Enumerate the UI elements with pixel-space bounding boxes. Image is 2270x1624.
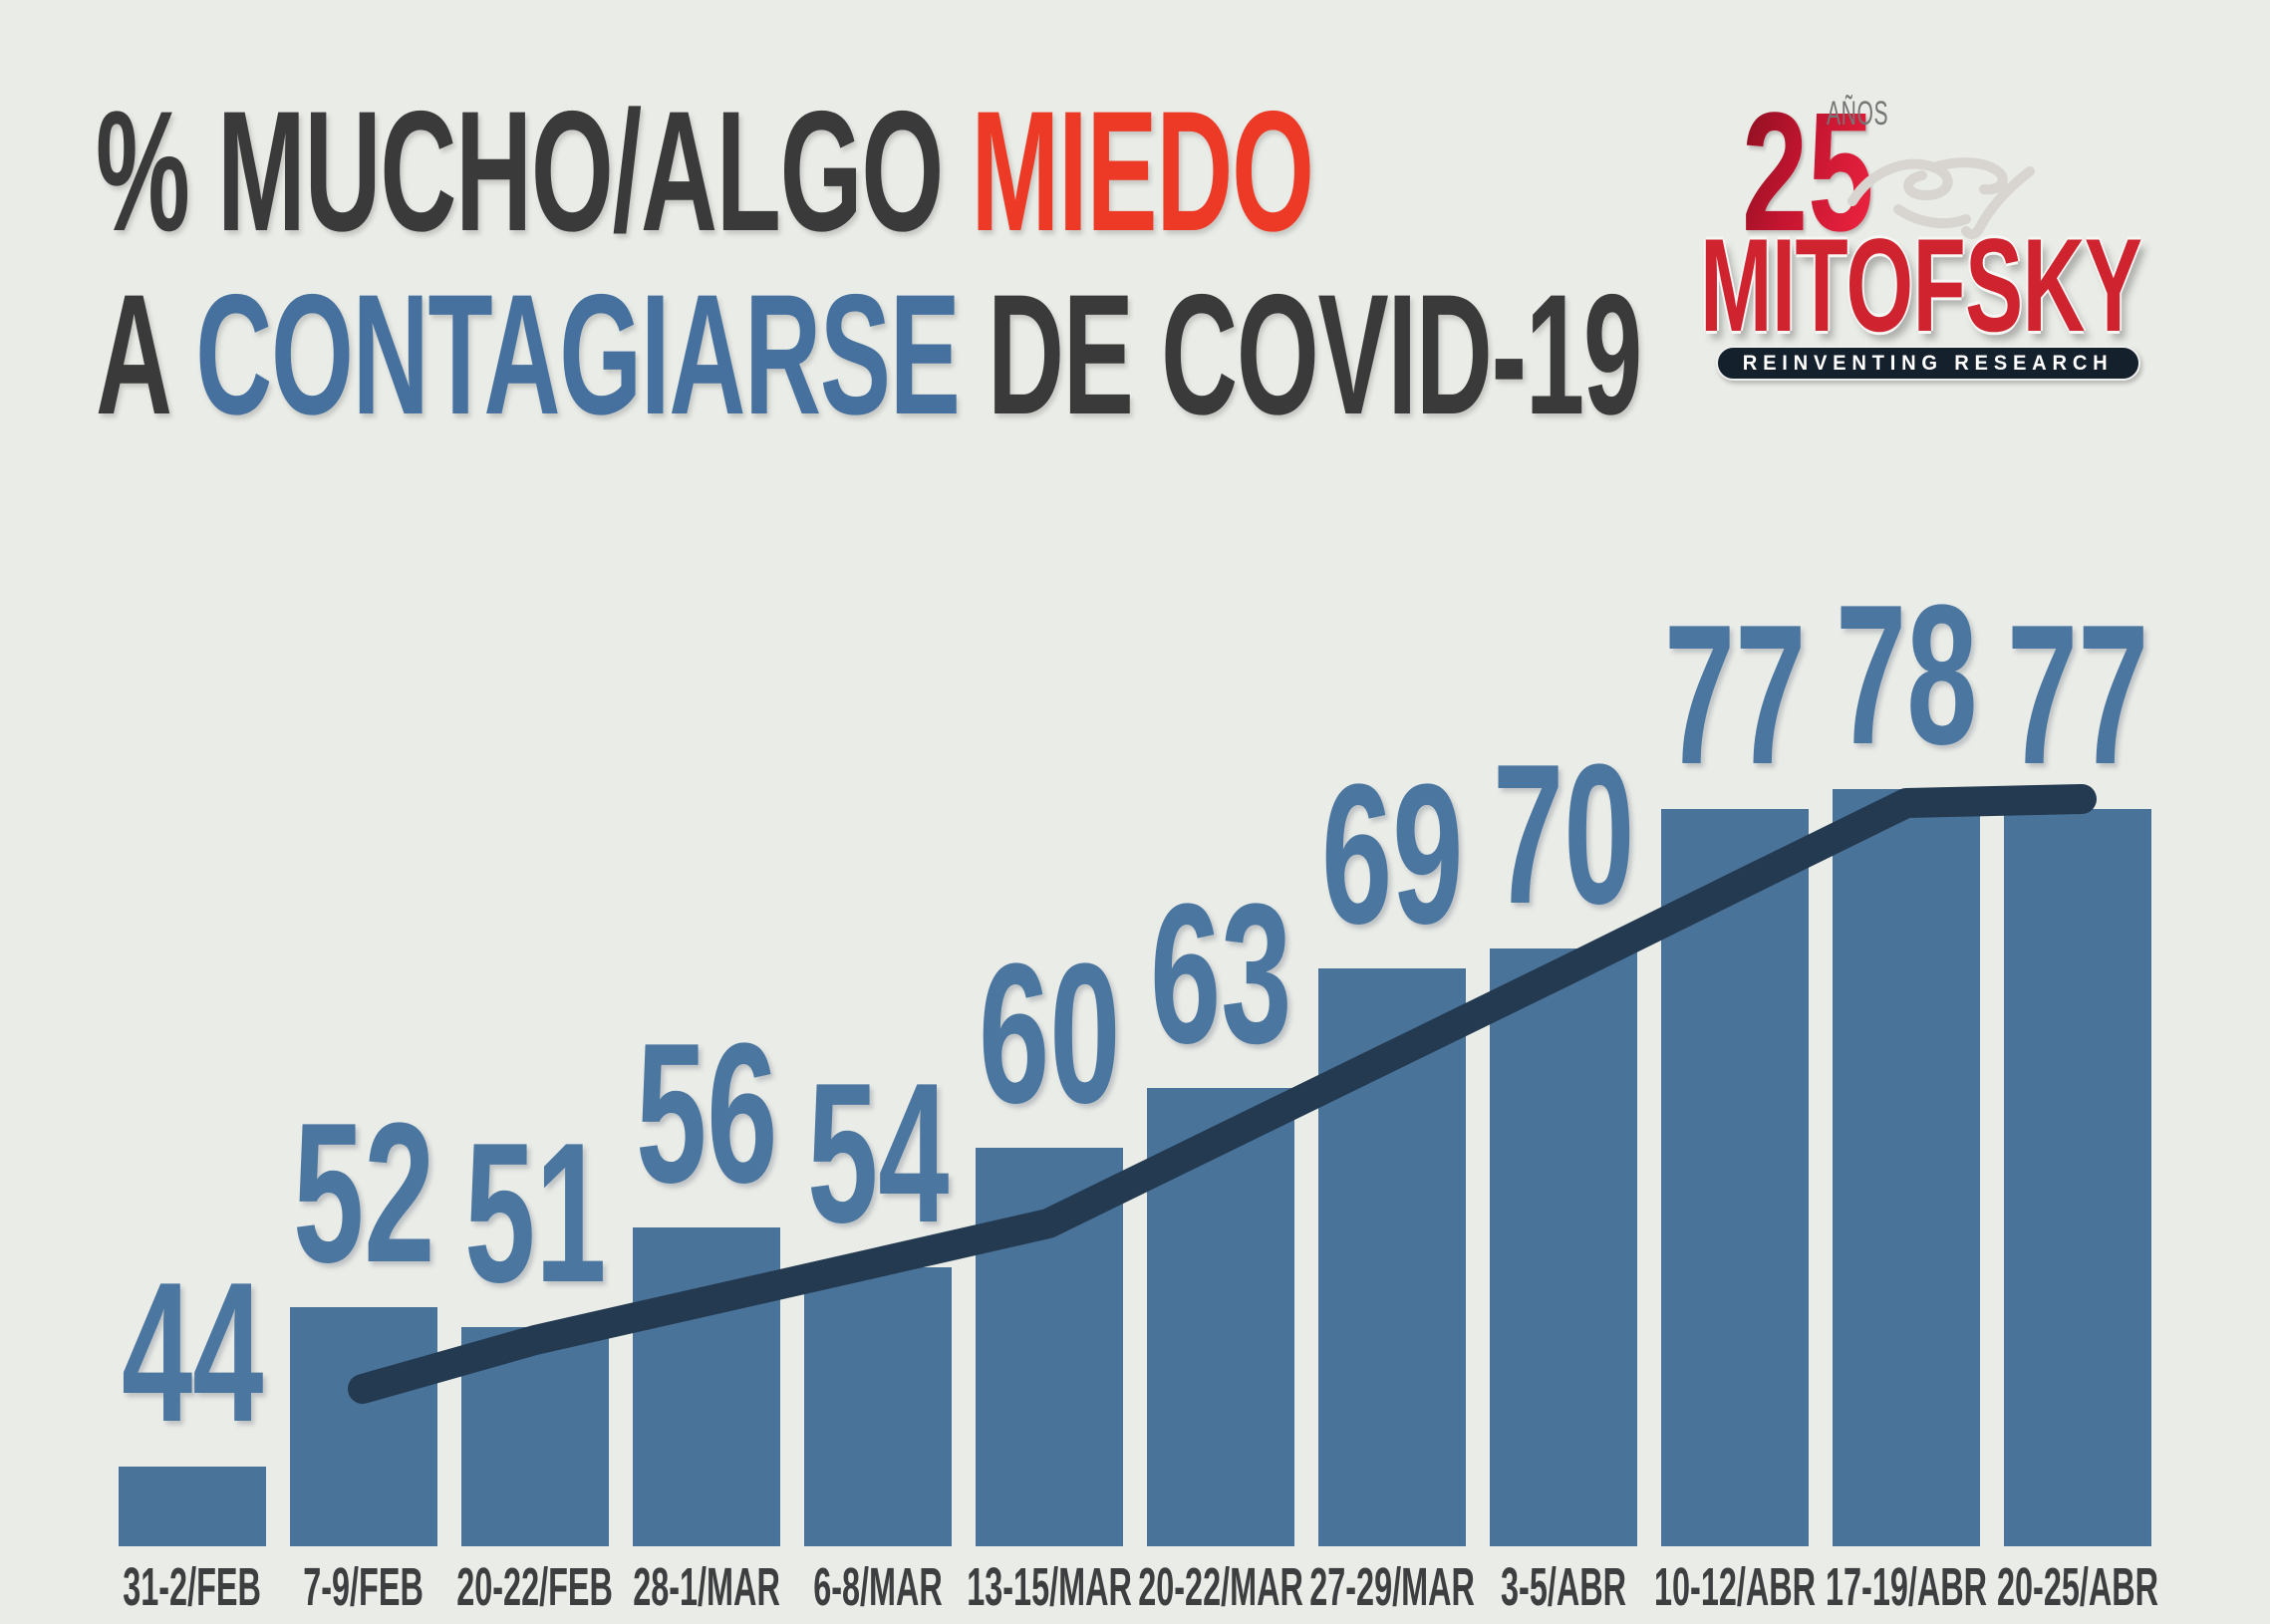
x-axis-label-text: 31-2/FEB	[123, 1557, 262, 1617]
bar	[633, 1227, 780, 1546]
chart-title-line-2-text: A CONTAGIARSE DE COVID-19	[96, 269, 1642, 440]
bar-value-label: 77	[1779, 596, 2270, 795]
x-axis-label: 3-5/ABR	[1265, 1560, 1862, 1614]
x-axis-label-text: 10-12/ABR	[1653, 1557, 1817, 1617]
x-axis-label: 17-19/ABR	[1607, 1560, 2205, 1614]
bar-value-label: 44	[0, 1253, 491, 1453]
bar	[1147, 1088, 1294, 1546]
title-segment: A	[96, 259, 196, 450]
title-segment: CONTAGIARSE	[195, 259, 961, 450]
x-axis-label: 6-8/MAR	[579, 1560, 1177, 1614]
title-segment: DE COVID-19	[959, 259, 1642, 450]
bar	[804, 1267, 952, 1546]
title-segment: MIEDO	[971, 76, 1314, 267]
logo-tagline-pill: REINVENTING RESEARCH	[1716, 346, 2140, 381]
bar-value-text: 77	[1663, 584, 1807, 806]
bar-value-label: 78	[1607, 576, 2205, 775]
logo-25-years: 25	[1742, 78, 1874, 267]
chart-title-line-2: A CONTAGIARSE DE COVID-19	[96, 269, 2270, 440]
x-axis-label: 20-22/MAR	[922, 1560, 1520, 1614]
x-axis-label-text: 20-22/MAR	[1138, 1557, 1303, 1617]
x-axis-label: 20-22/FEB	[236, 1560, 834, 1614]
logo-tagline-text: REINVENTING RESEARCH	[1743, 352, 2114, 375]
title-segment: % MUCHO/ALGO	[96, 76, 972, 267]
bar-value-text: 77	[2006, 584, 2149, 806]
bar	[1833, 789, 1980, 1546]
bar	[461, 1327, 609, 1546]
x-axis-label-text: 20-22/FEB	[456, 1557, 614, 1617]
bar-value-label: 77	[1436, 596, 2034, 795]
x-axis-label-text: 17-19/ABR	[1825, 1557, 1988, 1617]
bar	[2004, 809, 2151, 1546]
mitofsky-logo: 25 AÑOS MITOFSKY REINVENTING RESEARCH	[1684, 50, 2162, 399]
x-axis-label-text: 6-8/MAR	[813, 1557, 943, 1617]
x-axis-label: 20-25/ABR	[1779, 1560, 2270, 1614]
x-axis-label: 31-2/FEB	[0, 1560, 491, 1614]
x-axis-label: 28-1/MAR	[408, 1560, 1005, 1614]
bar	[119, 1467, 266, 1546]
x-axis-label-text: 28-1/MAR	[633, 1557, 780, 1617]
x-axis-label-text: 13-15/MAR	[967, 1557, 1132, 1617]
x-axis-label-text: 27-29/MAR	[1309, 1557, 1475, 1617]
bar	[1318, 968, 1466, 1546]
x-axis-label-text: 7-9/FEB	[303, 1557, 425, 1617]
bar	[1661, 809, 1809, 1546]
bar	[1490, 948, 1637, 1546]
logo-anos-label: AÑOS	[1827, 95, 1889, 133]
x-axis-label-text: 3-5/ABR	[1500, 1557, 1627, 1617]
cyclist-icon	[1847, 157, 2035, 240]
bar	[290, 1307, 437, 1546]
x-axis-label: 7-9/FEB	[65, 1560, 663, 1614]
logo-brand-wordmark: MITOFSKY	[1700, 212, 2142, 360]
bar-value-text: 44	[121, 1241, 264, 1464]
chart-title-line-1: % MUCHO/ALGO MIEDO	[96, 86, 2060, 257]
x-axis-label: 27-29/MAR	[1093, 1560, 1691, 1614]
x-axis-label: 10-12/ABR	[1436, 1560, 2034, 1614]
x-axis-label: 13-15/MAR	[750, 1560, 1348, 1614]
chart-title-line-1-text: % MUCHO/ALGO MIEDO	[96, 86, 1314, 257]
bar-value-text: 78	[1835, 564, 1978, 786]
x-axis-label-text: 20-25/ABR	[1996, 1557, 2159, 1617]
bar	[976, 1148, 1123, 1546]
